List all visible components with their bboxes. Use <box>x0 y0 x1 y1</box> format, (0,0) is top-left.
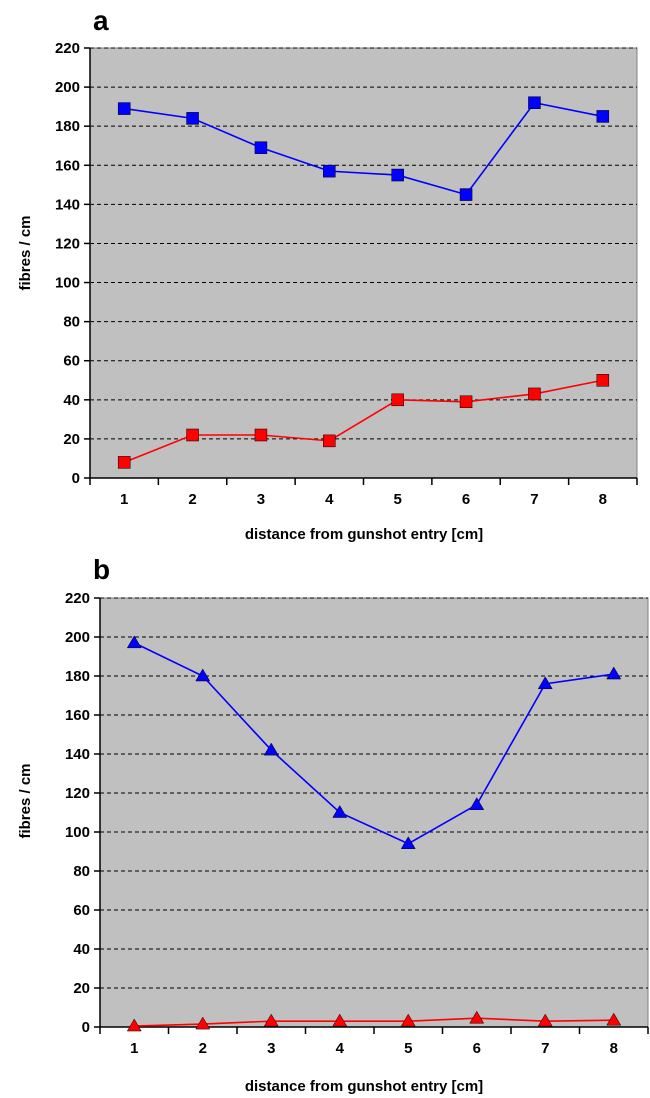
plot-background-a <box>89 47 638 479</box>
data-point-b-0 <box>606 666 622 680</box>
data-point-a-1 <box>459 395 473 409</box>
y-tick-label-a: 0 <box>72 470 80 487</box>
y-tick-label-a: 60 <box>63 353 80 370</box>
y-tick-label-a: 20 <box>63 431 80 448</box>
y-tick-label-b: 40 <box>73 941 90 958</box>
data-point-a-0 <box>391 168 404 182</box>
data-point-b-0 <box>126 635 142 649</box>
y-tick-label-a: 100 <box>55 275 80 292</box>
data-point-a-1 <box>391 393 404 407</box>
y-tick-label-b: 120 <box>65 785 90 802</box>
y-tick-label-a: 160 <box>55 157 80 174</box>
series-line-b-0 <box>133 642 614 845</box>
y-tick-label-b: 60 <box>73 902 90 919</box>
y-tick-label-a: 80 <box>63 314 80 331</box>
data-point-a-0 <box>323 164 336 178</box>
x-tick-label-b: 4 <box>336 1040 345 1057</box>
y-tick-label-a: 200 <box>55 79 80 96</box>
x-tick-label-b: 3 <box>267 1040 275 1057</box>
plot-background-b <box>99 597 649 1028</box>
x-tick-label-b: 8 <box>610 1040 618 1057</box>
data-point-a-1 <box>186 428 199 442</box>
y-tick-label-b: 140 <box>65 746 90 763</box>
series-line-a-0 <box>124 101 603 196</box>
y-tick-label-a: 120 <box>55 235 80 252</box>
y-tick-label-b: 80 <box>73 863 90 880</box>
data-point-b-1 <box>195 1016 211 1030</box>
chart-b: b 0 20 40 60 80 100 120 140 160 180 200 220 1 2 3 4 5 6 7 8… <box>17 554 649 1095</box>
panel-label-a: a <box>93 5 109 36</box>
x-tick-label-a: 2 <box>188 491 196 508</box>
data-point-b-1 <box>400 1013 416 1027</box>
data-point-b-1 <box>263 1013 279 1027</box>
y-tick-label-b: 20 <box>73 980 90 997</box>
x-tick-label-b: 7 <box>541 1040 549 1057</box>
x-tick-label-b: 6 <box>473 1040 481 1057</box>
data-point-a-1 <box>596 374 610 387</box>
x-tick-label-b: 1 <box>130 1040 138 1057</box>
y-tick-label-b: 160 <box>65 707 90 724</box>
y-tick-label-b: 200 <box>65 629 90 646</box>
x-tick-label-a: 5 <box>394 491 402 508</box>
data-point-a-0 <box>596 110 610 123</box>
x-tick-label-b: 5 <box>404 1040 412 1057</box>
x-tick-label-a: 3 <box>257 491 265 508</box>
x-tick-label-a: 6 <box>462 491 470 508</box>
data-point-b-0 <box>400 836 416 849</box>
chart-a: a 0 20 40 60 80 100 120 140 160 180 200 220 1 2 3 4 5 6 7 8… <box>17 5 638 543</box>
data-point-b-0 <box>469 797 485 810</box>
data-point-b-1 <box>537 1013 553 1027</box>
data-point-a-0 <box>186 112 199 125</box>
data-point-a-0 <box>459 188 473 201</box>
data-point-b-1 <box>332 1013 348 1027</box>
y-tick-label-b: 180 <box>65 668 90 685</box>
x-tick-label-a: 4 <box>325 491 334 508</box>
y-tick-label-b: 100 <box>65 824 90 841</box>
data-point-a-0 <box>528 96 541 109</box>
x-tick-label-b: 2 <box>199 1040 207 1057</box>
data-point-a-1 <box>254 428 268 442</box>
x-axis-title-a: distance from gunshot entry [cm] <box>245 526 483 543</box>
x-tick-label-a: 7 <box>530 491 538 508</box>
y-tick-label-a: 180 <box>55 118 80 135</box>
plot-area-b: 0 20 40 60 80 100 120 140 160 180 200 220 1 2 3 4 5 6 7 8 <box>65 590 649 1057</box>
data-point-b-1 <box>126 1018 142 1032</box>
y-tick-label-b: 0 <box>82 1019 90 1036</box>
x-axis-title-b: distance from gunshot entry [cm] <box>245 1078 483 1095</box>
y-axis-title-b: fibres / cm <box>17 763 34 838</box>
plot-area-a: 0 20 40 60 80 100 120 140 160 180 200 220 1 2 3 4 5 6 7 8 <box>55 40 638 508</box>
data-point-a-0 <box>117 102 131 115</box>
data-point-b-0 <box>263 742 279 756</box>
y-tick-label-b: 220 <box>65 590 90 607</box>
series-line-a-1 <box>123 379 603 464</box>
y-tick-label-a: 40 <box>63 392 80 409</box>
panel-label-b: b <box>93 554 110 585</box>
y-axis-title-a: fibres / cm <box>17 215 34 290</box>
data-point-b-0 <box>537 676 553 690</box>
data-point-a-1 <box>117 456 131 469</box>
data-point-b-1 <box>469 1010 485 1024</box>
x-tick-label-a: 1 <box>120 491 128 508</box>
y-tick-label-a: 140 <box>55 196 80 213</box>
data-point-b-0 <box>195 668 211 682</box>
x-tick-label-a: 8 <box>599 491 607 508</box>
data-point-a-1 <box>528 387 541 401</box>
data-point-a-0 <box>254 141 268 154</box>
data-point-b-1 <box>606 1012 622 1026</box>
series-line-b-1 <box>134 1017 614 1027</box>
y-tick-label-a: 220 <box>55 40 80 57</box>
data-point-a-1 <box>323 434 336 448</box>
data-point-b-0 <box>332 805 348 818</box>
